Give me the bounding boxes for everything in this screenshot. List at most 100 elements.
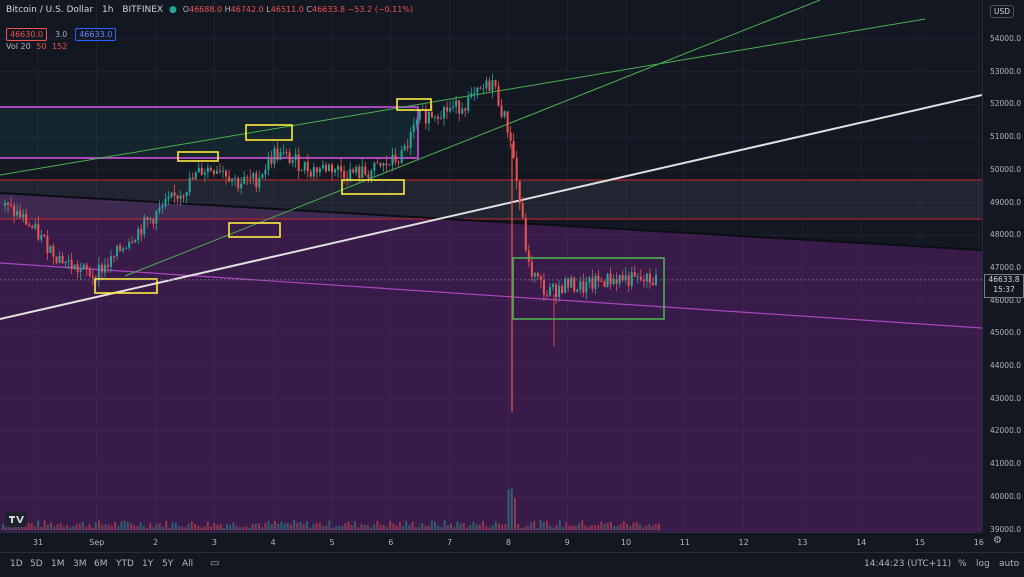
auto-toggle[interactable]: auto (999, 559, 1020, 569)
bottom-toolbar: 1D 5D 1M 3M 6M YTD 1Y 5Y All ▭ 14:44:23 (UTC+11)… (0, 552, 1024, 577)
volume-bar (501, 524, 504, 530)
buy-button[interactable]: 46633.0 (75, 28, 117, 41)
range-button-ytd[interactable]: YTD (116, 559, 134, 569)
volume-bar (491, 525, 494, 530)
range-button-3m[interactable]: 3M (73, 559, 87, 569)
tradingview-logo-icon[interactable] (5, 512, 27, 527)
candle-body (200, 167, 203, 175)
volume-bar (382, 524, 385, 530)
candle-body (182, 195, 185, 197)
volume-bar (482, 520, 484, 530)
volume-bar (613, 525, 616, 530)
volume-bar (238, 527, 241, 530)
candle-body (334, 169, 337, 173)
candle-body (258, 177, 261, 188)
candle-body (140, 228, 143, 235)
range-button-1m[interactable]: 1M (51, 559, 65, 569)
candle-body (409, 131, 412, 148)
candle-body (382, 163, 385, 166)
volume-bar (197, 525, 200, 530)
candle-body (391, 154, 394, 165)
volume-bar (584, 525, 587, 530)
volume-bar (261, 527, 264, 530)
candle-body (203, 172, 206, 175)
interval-label[interactable]: 1h (102, 5, 114, 15)
volume-bar (222, 527, 225, 530)
time-tick-label: 10 (620, 538, 632, 547)
volume-bar (258, 523, 260, 530)
volume-bar (139, 522, 142, 530)
range-button-1d[interactable]: 1D (10, 559, 23, 569)
volume-bar (78, 523, 81, 530)
range-button-5d[interactable]: 5D (30, 559, 43, 569)
volume-bar (88, 524, 91, 530)
close-label: C (306, 5, 312, 14)
candle-body (473, 92, 476, 94)
volume-legend[interactable]: Vol 20 50 152 (6, 42, 67, 51)
range-button-6m[interactable]: 6M (94, 559, 108, 569)
candle-body (297, 154, 300, 171)
candle-body (218, 170, 221, 172)
time-tick-label: 31 (32, 538, 44, 547)
time-tick-label: 13 (797, 538, 808, 547)
time-axis[interactable]: 31 Sep 2 3 4 5 6 7 8 9 10 11 12 13 14 15 16 (0, 532, 984, 553)
time-tick-label: 15 (914, 538, 926, 547)
volume-bar (350, 525, 353, 530)
close-value: 46633.8 (312, 5, 346, 14)
volume-bar (312, 524, 315, 530)
candle-body (122, 248, 125, 251)
candle-body (509, 132, 512, 141)
volume-bar (142, 525, 145, 530)
percent-toggle[interactable]: % (958, 559, 967, 569)
volume-bar (104, 524, 107, 530)
log-toggle[interactable]: log (976, 559, 990, 569)
volume-bar (101, 524, 104, 530)
volume-bar (610, 522, 612, 530)
candle-body (137, 228, 140, 241)
change-value: −53.2 (−0.11%) (347, 5, 414, 14)
price-tick-label: 43000.0 (989, 393, 1021, 403)
candle-body (282, 152, 285, 154)
volume-bar (546, 520, 548, 530)
sell-button[interactable]: 46630.0 (6, 28, 48, 41)
volume-bar (283, 523, 286, 530)
price-axis[interactable]: 54000.0 53000.0 52000.0 51000.0 50000.0 49000… (982, 0, 1024, 534)
volume-bar (181, 526, 184, 530)
volume-bar (232, 522, 235, 530)
candle-body (37, 224, 40, 240)
candle-body (85, 264, 88, 270)
clock[interactable]: 14:44:23 (UTC+11) (864, 559, 952, 569)
volume-bar (638, 524, 641, 530)
range-button-all[interactable]: All (182, 559, 194, 569)
volume-bar (27, 522, 30, 530)
currency-button[interactable]: USD (990, 5, 1015, 18)
price-tick-label: 42000.0 (989, 426, 1021, 436)
candle-body (73, 264, 76, 269)
candle-body (651, 282, 654, 286)
volume-bar (40, 527, 43, 530)
volume-bar (190, 521, 193, 530)
range-button-5y[interactable]: 5Y (162, 559, 174, 569)
volume-bar (274, 520, 276, 530)
candle-body (379, 163, 382, 166)
price-chart[interactable] (0, 0, 982, 532)
symbol-name[interactable]: Bitcoin / U.S. Dollar (6, 5, 94, 15)
candle-body (491, 80, 494, 92)
candle-body (427, 111, 430, 124)
chart-pane[interactable] (0, 0, 982, 532)
volume-bar (69, 527, 72, 530)
date-range-icon[interactable]: ▭ (210, 558, 220, 569)
settings-icon[interactable]: ⚙ (993, 535, 1002, 546)
candle-body (116, 245, 119, 256)
range-button-1y[interactable]: 1Y (142, 559, 154, 569)
candle-body (125, 247, 128, 249)
volume-bar (504, 524, 507, 530)
volume-bar (443, 520, 446, 530)
volume-bar (341, 525, 344, 530)
volume-bar (136, 526, 139, 530)
time-tick-label: 12 (738, 538, 749, 547)
volume-label: Vol 20 (6, 42, 31, 51)
candle-body (155, 211, 158, 224)
volume-bar (245, 526, 248, 530)
volume-bar (8, 524, 11, 530)
